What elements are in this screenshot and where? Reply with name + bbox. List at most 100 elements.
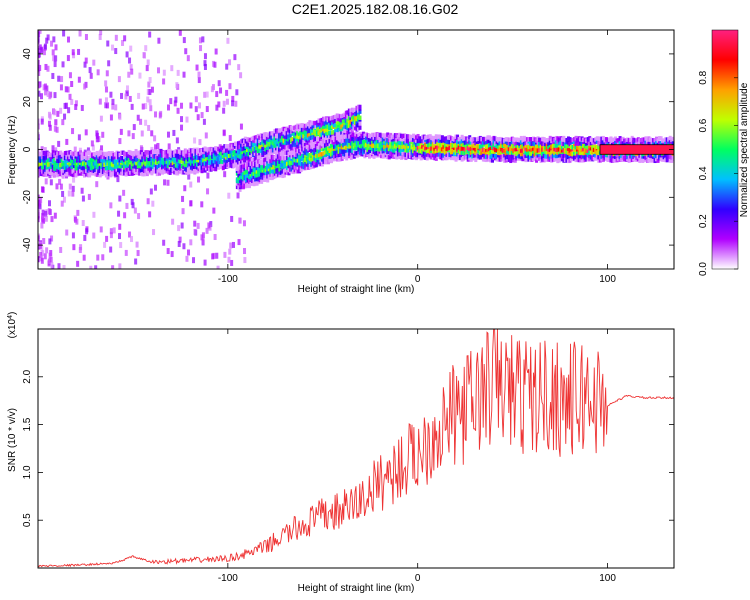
heatmap-cell [109,246,113,253]
heatmap-cell [224,158,228,163]
heatmap-cell [462,150,466,156]
heatmap-cell [106,40,110,47]
heatmap-cell [52,36,56,43]
heatmap-cell [95,155,99,160]
heatmap-cell [568,148,572,153]
heatmap-cell [635,155,639,160]
heatmap-cell [544,157,548,162]
heatmap-cell [276,129,280,134]
heatmap-cell [424,151,428,156]
heatmap-cell [129,45,133,52]
heatmap-cell [249,161,253,166]
heatmap-cell [112,155,116,160]
heatmap-cell [390,140,394,146]
heatmap-cell [372,149,376,154]
heatmap-cell [413,137,417,143]
heatmap-cell [326,141,330,146]
heatmap-cell [144,150,148,155]
heatmap-cell [355,122,359,128]
heatmap-cell [66,86,70,93]
heatmap-cell [334,122,338,128]
heatmap-cell [408,153,412,159]
heatmap-cell [149,188,153,195]
heatmap-cell [304,160,308,165]
heatmap-cell [325,127,329,133]
heatmap-cell [256,148,260,154]
heatmap-cell [140,130,144,137]
heatmap-cell [260,179,264,184]
heatmap-cell [463,147,467,152]
heatmap-cell [342,149,346,155]
heatmap-cell [610,158,614,163]
heatmap-cell [563,143,567,148]
heatmap-cell [573,137,577,142]
heatmap-cell [159,160,163,165]
heatmap-cell [94,159,98,164]
heatmap-cell [306,121,310,127]
heatmap-cell [112,163,116,168]
heatmap-cell [653,158,657,164]
heatmap-cell [328,134,332,139]
heatmap-cell [228,59,232,66]
heatmap-cell [132,161,136,167]
heatmap-cell [325,120,329,125]
heatmap-cell [284,128,288,133]
heatmap-cell [127,71,131,78]
heatmap-cell [623,155,627,160]
heatmap-cell [48,170,52,176]
heatmap-cell [545,154,549,159]
heatmap-cell [72,172,76,178]
heatmap-cell [253,157,257,162]
heatmap-cell [629,154,633,159]
heatmap-cell [480,144,484,149]
heatmap-cell [41,169,45,174]
heatmap-cell [65,229,69,236]
heatmap-cell [536,153,540,158]
heatmap-cell [186,170,190,175]
heatmap-cell [43,253,47,260]
heatmap-cell [343,115,347,120]
heatmap-cell [492,138,496,144]
heatmap-cell [346,114,350,119]
heatmap-cell [208,150,212,155]
heatmap-cell [71,185,75,192]
heatmap-cell [389,132,393,138]
heatmap-cell [205,106,209,113]
heatmap-cell [202,162,206,167]
heatmap-cell [226,162,230,167]
heatmap-cell [311,161,315,166]
heatmap-cell [220,163,224,168]
heatmap-cell [372,147,376,152]
heatmap-cell [183,166,187,172]
heatmap-cell [193,228,197,235]
heatmap-cell [154,160,158,165]
heatmap-cell [191,151,195,157]
heatmap-cell [425,152,429,157]
heatmap-cell [182,170,186,175]
heatmap-layer [38,30,674,269]
heatmap-cell [97,152,101,157]
colorbar-tick-label: 0.6 [698,118,709,132]
heatmap-cell [39,164,43,169]
heatmap-cell [292,150,296,156]
heatmap-cell [563,147,567,153]
heatmap-cell [48,162,52,167]
heatmap-cell [533,156,537,161]
heatmap-cell [301,156,305,161]
heatmap-cell [481,136,485,142]
heatmap-cell [157,67,161,74]
heatmap-cell [232,158,236,163]
heatmap-cell [343,118,347,123]
heatmap-cell [305,138,309,143]
heatmap-cell [114,48,118,55]
heatmap-cell [401,150,405,155]
heatmap-cell [273,164,277,169]
heatmap-cell [109,157,113,163]
heatmap-cell [343,137,347,143]
heatmap-cell [310,162,314,167]
heatmap-cell [76,209,80,216]
heatmap-cell [253,151,257,156]
heatmap-cell [71,128,75,135]
heatmap-cell [347,120,351,126]
heatmap-cell [620,141,624,146]
